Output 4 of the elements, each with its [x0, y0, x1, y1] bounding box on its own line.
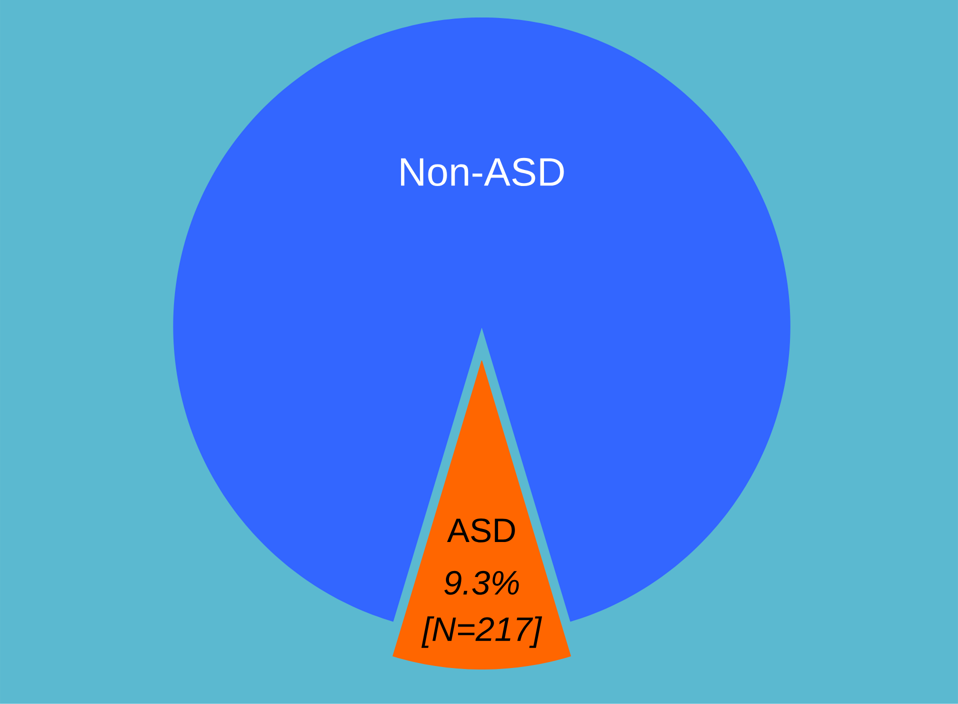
slice-label: ASD — [447, 518, 515, 542]
data-label: 9.3% — [444, 570, 519, 595]
slice-label: Non-ASD — [401, 158, 564, 186]
text: [N=217] — [421, 616, 542, 648]
